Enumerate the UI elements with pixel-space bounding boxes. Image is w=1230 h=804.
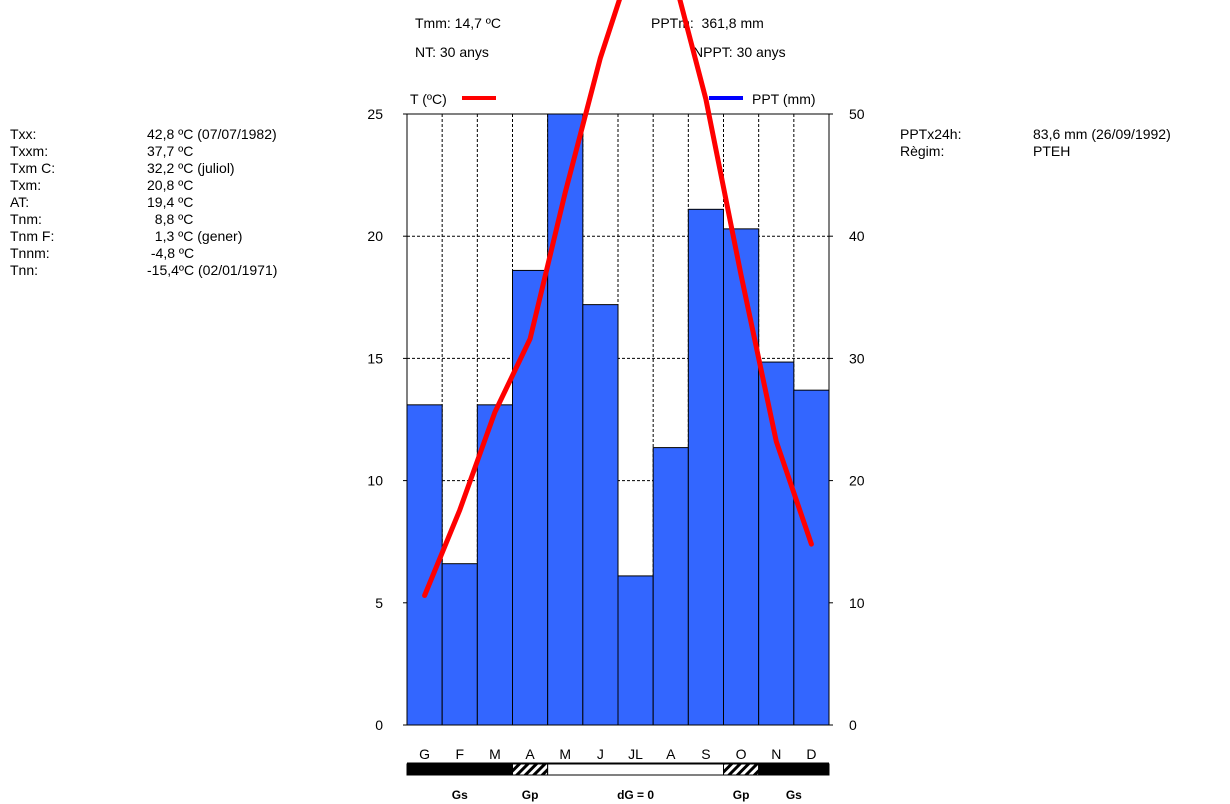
precip-bar	[582, 304, 619, 726]
left-stat-value: 19,4 ºC	[147, 194, 194, 210]
month-label: JL	[628, 746, 643, 762]
y-left-tick-label: 10	[367, 473, 383, 489]
y-right-tick-label: 30	[849, 350, 865, 366]
left-stat-key: AT:	[10, 194, 30, 210]
left-stat-value: 37,7 ºC	[147, 143, 194, 159]
precip-bar	[758, 361, 795, 726]
precip-bar	[617, 575, 654, 726]
y-right-tick-label: 40	[849, 228, 865, 244]
left-stat-value: 8,8 ºC	[147, 211, 194, 227]
y-right-tick-label: 50	[849, 106, 865, 122]
right-stat-value: 83,6 mm (26/09/1992)	[1033, 126, 1171, 142]
left-stat-value: 1,3 ºC (gener)	[147, 228, 243, 244]
tmm-label: Tmm: 14,7 ºC	[415, 15, 502, 31]
left-stat-value: -15,4ºC (02/01/1971)	[147, 262, 278, 278]
frost-season-label: Gp	[522, 788, 539, 802]
nt-label: NT: 30 anys	[415, 44, 489, 60]
frost-band-segment	[512, 763, 549, 776]
precip-bar	[687, 208, 724, 726]
y-right-tick-label: 20	[849, 473, 865, 489]
right-stat-key: PPTx24h:	[900, 126, 962, 142]
precip-bar	[652, 447, 689, 726]
temperature-line	[422, 0, 814, 598]
y-right-tick-label: 10	[849, 595, 865, 611]
left-stat-key: Txm:	[10, 177, 42, 193]
precip-bar	[476, 404, 514, 726]
legend-temp-label: T (ºC)	[410, 91, 447, 107]
plot-border	[406, 113, 830, 726]
precip-bar	[547, 113, 584, 726]
frost-band-segment	[547, 763, 725, 776]
left-stat-value: 20,8 ºC	[147, 177, 194, 193]
frost-season-label: Gp	[733, 788, 750, 802]
frost-season-label: dG = 0	[617, 788, 654, 802]
month-label: O	[736, 746, 747, 762]
month-label: M	[489, 746, 501, 762]
left-stat-key: Txxm:	[10, 143, 49, 159]
month-label: A	[666, 746, 676, 762]
y-left-tick-label: 20	[367, 228, 383, 244]
month-label: A	[525, 746, 535, 762]
right-stat-value: PTEH	[1033, 143, 1071, 159]
precip-bar	[723, 228, 760, 726]
month-label: J	[597, 746, 604, 762]
left-stat-key: Tnn:	[10, 262, 39, 278]
month-label: F	[455, 746, 464, 762]
left-stat-key: Tnm:	[10, 211, 42, 227]
frost-band-segment	[723, 763, 760, 776]
month-label: G	[419, 746, 430, 762]
nppt-label: NPPT: 30 anys	[693, 44, 786, 60]
precip-bar	[793, 389, 830, 726]
y-left-tick-label: 15	[367, 350, 383, 366]
left-stat-key: Tnm F:	[10, 228, 55, 244]
left-stat-value: 42,8 ºC (07/07/1982)	[147, 126, 277, 142]
y-left-tick-label: 25	[367, 106, 383, 122]
y-right-tick-label: 0	[849, 717, 857, 733]
left-stat-key: Tnnm:	[10, 245, 50, 261]
month-label: M	[559, 746, 571, 762]
month-label: N	[771, 746, 781, 762]
precip-bar	[512, 269, 549, 726]
right-stat-key: Règim:	[900, 143, 945, 159]
frost-band-segment	[406, 763, 513, 776]
y-left-tick-label: 0	[375, 717, 383, 733]
frost-band-segment	[758, 763, 830, 776]
left-stat-value: -4,8 ºC	[147, 245, 195, 261]
legend-ppt-label: PPT (mm)	[752, 91, 816, 107]
frost-season-label: Gs	[786, 788, 802, 802]
precip-bar	[441, 563, 478, 726]
month-label: D	[806, 746, 816, 762]
left-stat-value: 32,2 ºC (juliol)	[147, 160, 235, 176]
left-stat-key: Txx:	[10, 126, 37, 142]
frost-season-label: Gs	[452, 788, 468, 802]
left-stat-key: Txm C:	[10, 160, 56, 176]
y-left-tick-label: 5	[375, 595, 383, 611]
month-label: S	[701, 746, 710, 762]
